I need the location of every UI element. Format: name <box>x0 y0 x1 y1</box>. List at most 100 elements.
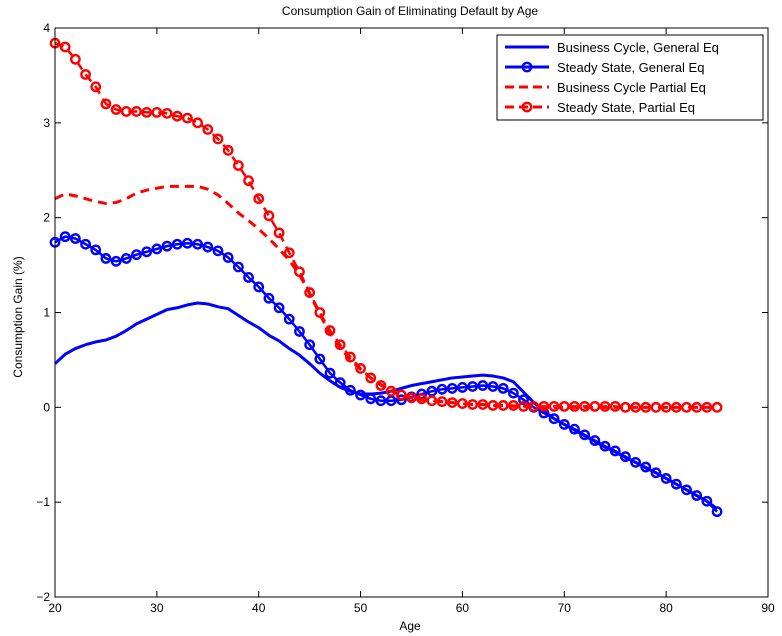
data-point <box>344 384 356 396</box>
x-tick-label: 70 <box>558 601 572 615</box>
data-point <box>283 247 295 259</box>
data-point <box>120 106 132 117</box>
data-point <box>457 398 468 409</box>
data-point <box>569 400 580 412</box>
data-point <box>355 389 366 401</box>
data-point <box>609 400 621 412</box>
data-point <box>222 144 234 156</box>
data-point <box>304 287 316 298</box>
data-point <box>344 351 356 363</box>
data-point <box>548 400 560 412</box>
data-point <box>243 175 254 187</box>
data-point <box>477 380 489 391</box>
data-point <box>497 382 509 394</box>
data-point <box>232 160 244 171</box>
data-point <box>324 367 336 379</box>
data-point <box>599 440 611 452</box>
legend-entry: Business Cycle, General Eq <box>505 40 719 55</box>
data-point <box>232 261 244 273</box>
data-point <box>406 392 417 404</box>
data-point <box>90 81 102 93</box>
data-point <box>80 238 91 250</box>
legend-label: Business Cycle, General Eq <box>557 40 719 55</box>
y-tick-label: −1 <box>36 495 50 509</box>
data-point <box>80 69 91 80</box>
data-point <box>538 400 550 412</box>
data-point <box>507 400 519 411</box>
data-point <box>640 461 652 473</box>
data-point <box>69 233 81 244</box>
data-point <box>681 484 692 496</box>
data-point <box>426 395 438 407</box>
data-point <box>681 401 692 413</box>
data-point <box>385 385 397 397</box>
x-tick-label: 90 <box>761 601 775 615</box>
data-point <box>161 240 173 252</box>
data-point <box>141 107 153 118</box>
data-point <box>670 401 682 413</box>
y-tick-label: 3 <box>43 116 50 130</box>
legend-marker-sample <box>521 61 533 73</box>
series-2 <box>49 231 723 518</box>
data-point <box>558 418 570 430</box>
data-point <box>202 124 214 135</box>
data-point <box>467 381 479 392</box>
y-tick-label: −2 <box>36 590 50 604</box>
data-point <box>620 451 631 463</box>
data-point <box>660 401 672 413</box>
data-point <box>446 382 458 394</box>
data-point <box>507 387 519 399</box>
data-point <box>548 413 560 425</box>
data-point <box>314 307 326 318</box>
x-tick-label: 60 <box>456 601 470 615</box>
data-point <box>202 241 214 253</box>
data-point <box>467 399 479 410</box>
data-point <box>314 353 326 365</box>
y-axis-title: Consumption Gain (%) <box>11 256 25 377</box>
data-point <box>131 106 142 117</box>
data-point <box>151 107 163 118</box>
data-point <box>100 253 112 264</box>
data-point <box>171 110 183 122</box>
data-point <box>110 104 122 115</box>
series-layer <box>49 37 723 518</box>
series-line <box>54 41 718 409</box>
data-point <box>436 383 448 395</box>
y-tick-label: 2 <box>43 211 50 225</box>
data-point <box>416 393 428 405</box>
data-point <box>518 400 529 412</box>
legend: Business Cycle, General Eq Steady State, … <box>496 34 764 121</box>
legend-label: Business Cycle Partial Eq <box>557 80 706 95</box>
x-tick-label: 20 <box>48 601 62 615</box>
data-point <box>182 112 193 124</box>
x-tick-label: 30 <box>150 601 164 615</box>
data-point <box>273 302 285 314</box>
data-point <box>100 98 112 110</box>
data-point <box>650 467 662 479</box>
data-point <box>630 456 641 468</box>
axes-layer: 20 30 40 50 60 70 80 90 −2 −1 0 1 2 3 4 <box>36 21 775 615</box>
data-point <box>120 253 132 264</box>
legend-label: Steady State, General Eq <box>557 60 704 75</box>
data-point <box>650 401 662 413</box>
data-point <box>365 393 377 405</box>
data-point <box>436 396 448 408</box>
data-point <box>528 400 540 412</box>
data-point <box>395 389 407 401</box>
data-point <box>294 326 305 337</box>
data-point <box>253 281 265 293</box>
data-point <box>59 41 71 53</box>
data-point <box>609 445 621 457</box>
data-point <box>294 266 305 278</box>
data-point <box>599 400 611 412</box>
plot-background <box>55 28 768 597</box>
x-axis-title: Age <box>399 619 421 633</box>
data-point <box>59 231 71 243</box>
data-point <box>711 506 723 518</box>
data-point <box>457 382 468 393</box>
data-point <box>131 249 142 261</box>
data-point <box>660 473 672 484</box>
data-point <box>558 400 570 412</box>
y-tick-label: 1 <box>43 306 50 320</box>
